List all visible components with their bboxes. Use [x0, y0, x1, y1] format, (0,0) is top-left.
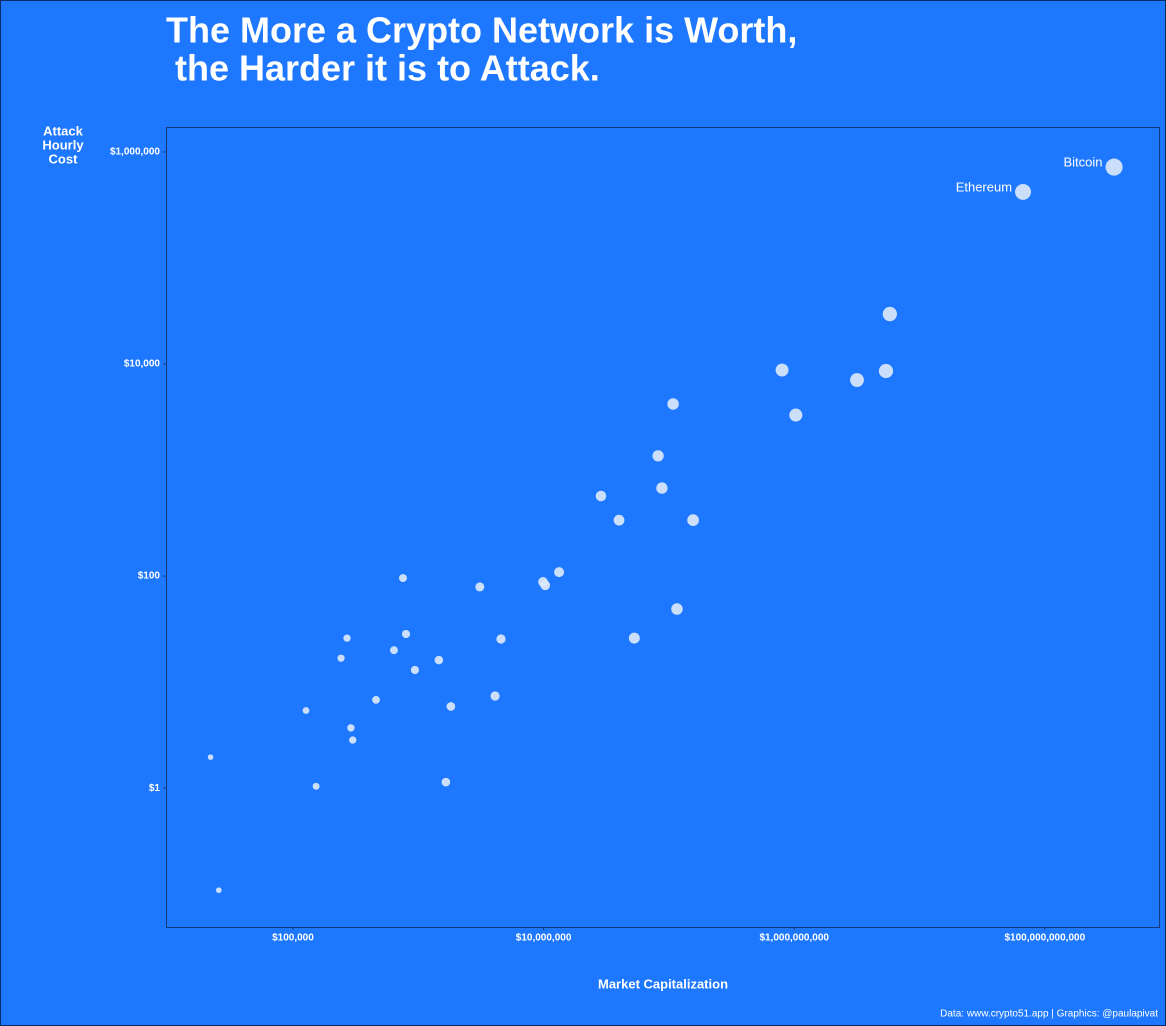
point	[312, 782, 320, 790]
point	[496, 634, 506, 644]
point	[1105, 158, 1123, 176]
point	[789, 408, 803, 422]
point	[215, 887, 222, 894]
point	[401, 630, 411, 639]
point	[775, 363, 789, 377]
point	[475, 582, 485, 592]
point	[652, 450, 664, 462]
x-tick-label: $10,000,000	[516, 933, 572, 944]
point	[207, 754, 214, 760]
point	[656, 482, 668, 494]
chart-title: The More a Crypto Network is Worth,	[166, 10, 797, 51]
y-axis-label: Cost	[49, 151, 79, 166]
point	[850, 373, 864, 387]
y-axis-label: Hourly	[42, 137, 84, 152]
point	[878, 363, 894, 379]
point	[554, 567, 565, 578]
point	[343, 634, 351, 642]
caption: Data: www.crypto51.app | Graphics: @paul…	[940, 1009, 1158, 1020]
x-axis-label: Market Capitalization	[598, 976, 728, 991]
point	[671, 603, 683, 615]
y-tick-label: $10,000	[124, 359, 161, 370]
point	[302, 707, 310, 714]
point	[1015, 183, 1032, 200]
x-tick-label: $1,000,000,000	[759, 933, 829, 944]
point	[446, 702, 456, 711]
point	[613, 514, 625, 526]
point	[687, 514, 699, 526]
point	[490, 691, 500, 701]
point-label: Ethereum	[956, 179, 1012, 194]
plot-panel	[166, 127, 1160, 928]
y-axis-label: Attack	[43, 123, 84, 138]
point-label: Bitcoin	[1064, 155, 1103, 170]
point	[372, 696, 380, 704]
point	[628, 632, 640, 644]
chart-title: the Harder it is to Attack.	[175, 48, 600, 89]
point	[390, 646, 398, 655]
point	[347, 724, 355, 732]
x-tick-label: $100,000,000,000	[1005, 933, 1086, 944]
point	[595, 490, 607, 502]
y-tick-label: $1	[149, 783, 161, 794]
point	[434, 655, 444, 665]
y-tick-label: $1,000,000	[110, 147, 160, 158]
point	[410, 665, 420, 675]
point	[349, 736, 357, 744]
point	[882, 306, 897, 322]
point	[441, 777, 451, 787]
point	[398, 574, 407, 583]
y-tick-label: $100	[138, 571, 161, 582]
point	[337, 654, 345, 662]
x-tick-label: $100,000	[272, 933, 314, 944]
point	[667, 398, 679, 410]
point	[540, 580, 551, 591]
